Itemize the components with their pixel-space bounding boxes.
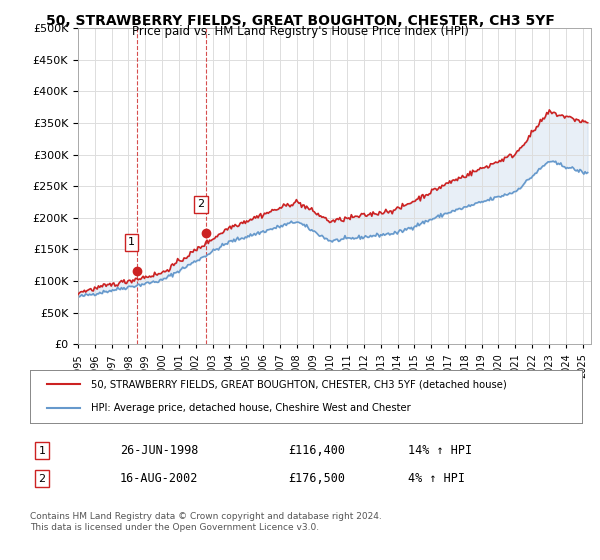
Text: 50, STRAWBERRY FIELDS, GREAT BOUGHTON, CHESTER, CH3 5YF (detached house): 50, STRAWBERRY FIELDS, GREAT BOUGHTON, C… <box>91 380 506 390</box>
Text: HPI: Average price, detached house, Cheshire West and Chester: HPI: Average price, detached house, Ches… <box>91 403 410 413</box>
Text: 2: 2 <box>197 199 205 209</box>
Text: 1: 1 <box>128 237 135 248</box>
Text: 16-AUG-2002: 16-AUG-2002 <box>120 472 199 486</box>
Text: 2: 2 <box>38 474 46 484</box>
Text: 14% ↑ HPI: 14% ↑ HPI <box>408 444 472 458</box>
Text: Price paid vs. HM Land Registry's House Price Index (HPI): Price paid vs. HM Land Registry's House … <box>131 25 469 38</box>
Text: 26-JUN-1998: 26-JUN-1998 <box>120 444 199 458</box>
Text: 4% ↑ HPI: 4% ↑ HPI <box>408 472 465 486</box>
Text: 1: 1 <box>38 446 46 456</box>
Text: 50, STRAWBERRY FIELDS, GREAT BOUGHTON, CHESTER, CH3 5YF: 50, STRAWBERRY FIELDS, GREAT BOUGHTON, C… <box>46 14 554 28</box>
Text: £176,500: £176,500 <box>288 472 345 486</box>
Text: £116,400: £116,400 <box>288 444 345 458</box>
Text: Contains HM Land Registry data © Crown copyright and database right 2024.
This d: Contains HM Land Registry data © Crown c… <box>30 512 382 532</box>
